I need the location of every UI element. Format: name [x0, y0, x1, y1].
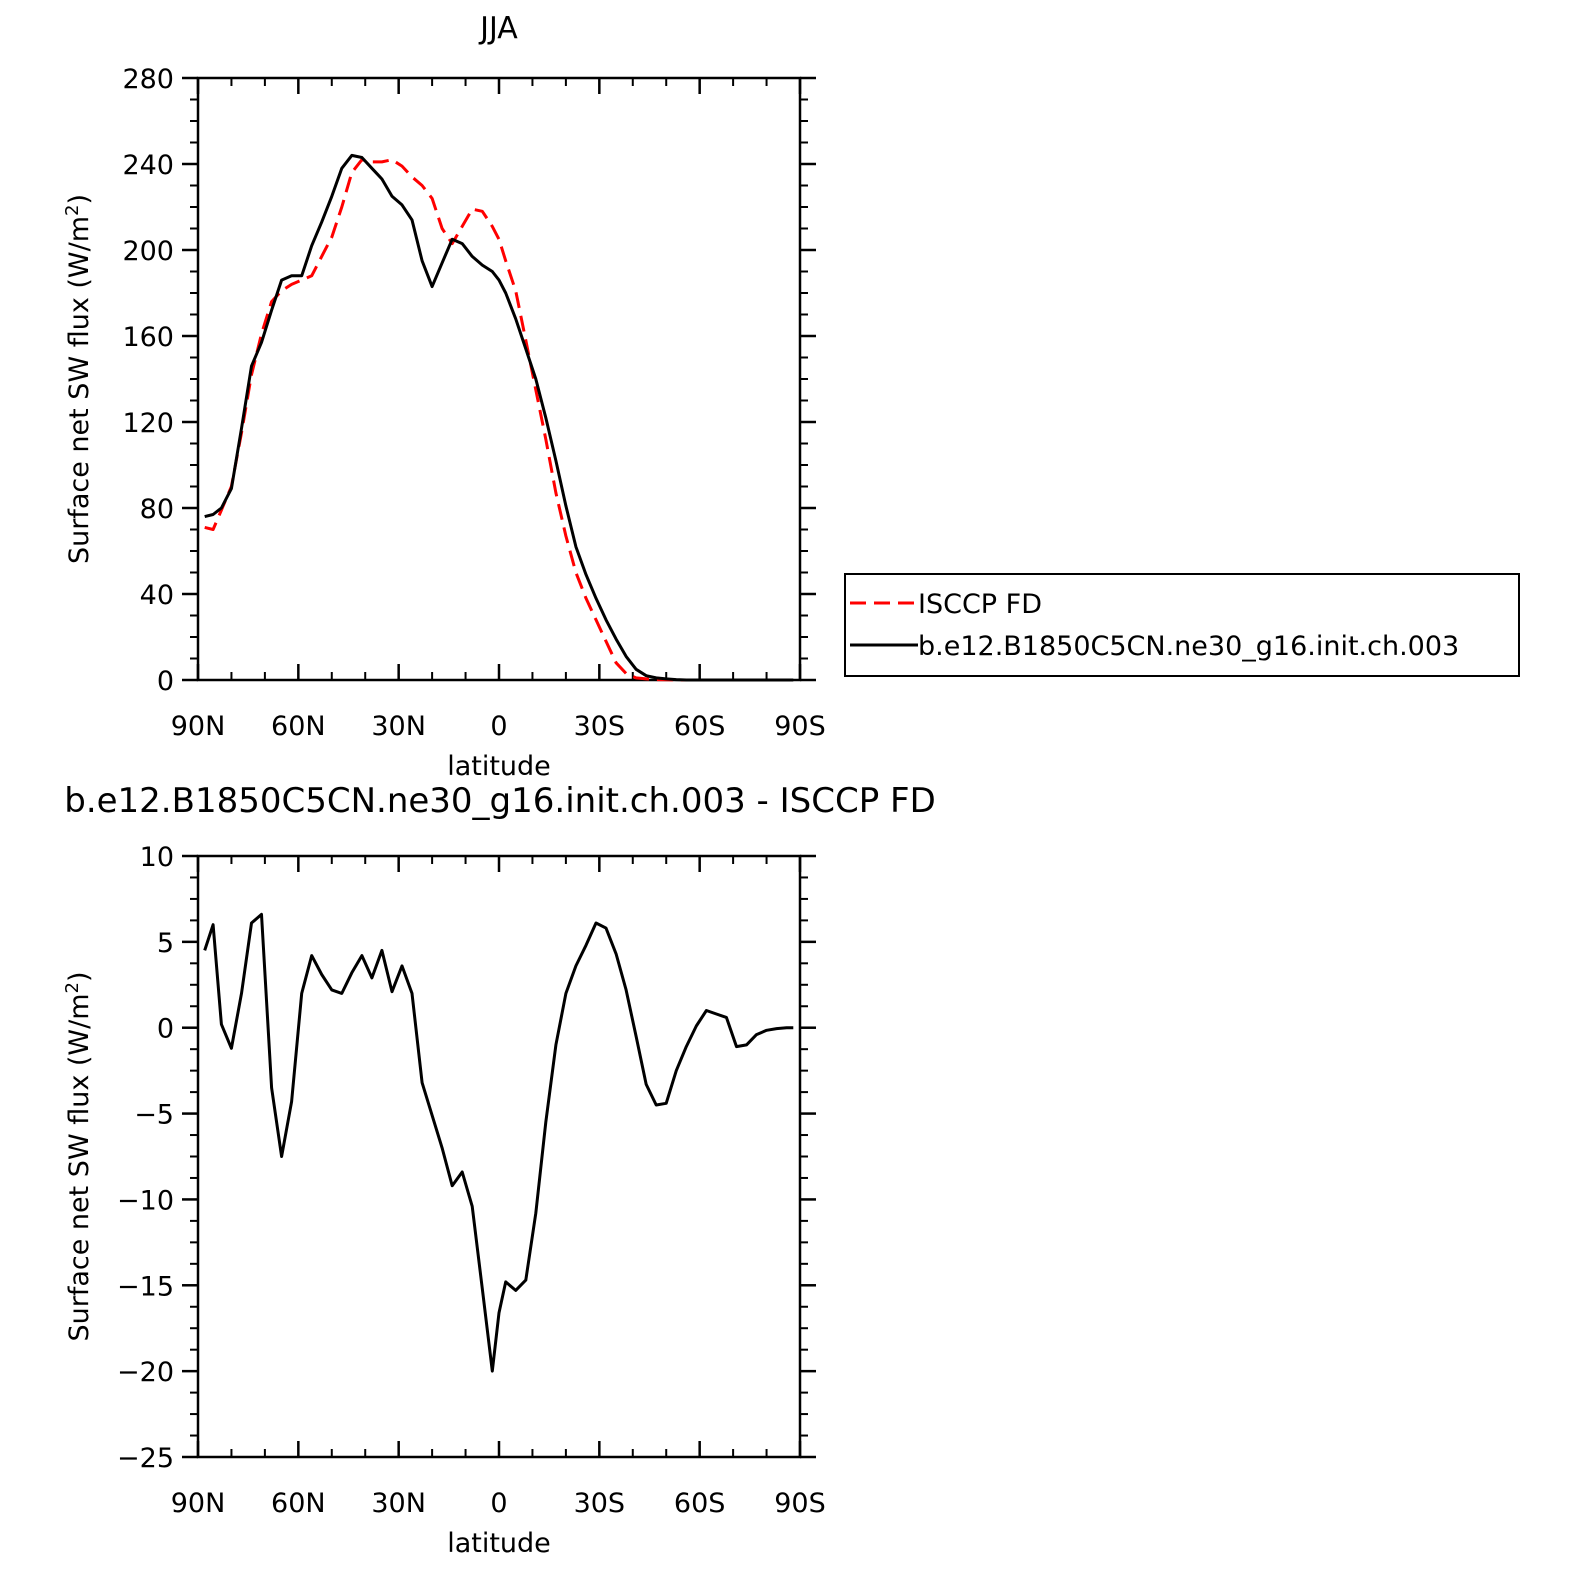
x-tick-label: 30N	[371, 711, 426, 742]
legend-label-1: b.e12.B1850C5CN.ne30_g16.init.ch.003	[918, 631, 1459, 662]
x-tick-label: 60N	[271, 711, 326, 742]
legend-label-0: ISCCP FD	[918, 589, 1042, 620]
plot-frame	[198, 78, 800, 680]
y-tick-label: −15	[117, 1271, 174, 1302]
x-tick-label: 30N	[371, 1488, 426, 1519]
x-tick-label: 30S	[574, 1488, 626, 1519]
y-tick-label: −5	[134, 1100, 174, 1131]
y-tick-label: 120	[122, 408, 174, 439]
x-tick-label: 30S	[574, 711, 626, 742]
bottom-panel: b.e12.B1850C5CN.ne30_g16.init.ch.003 - I…	[62, 781, 936, 1559]
y-axis-label: Surface net SW flux (W/m2)	[62, 194, 96, 564]
series-line-1	[205, 155, 794, 680]
x-tick-label: 0	[490, 711, 507, 742]
x-axis-label: latitude	[447, 1528, 551, 1559]
y-axis-label-tail: )	[64, 194, 95, 205]
series-points-0	[205, 914, 794, 1371]
chart-title: JJA	[478, 11, 518, 46]
y-axis-label-main: Surface net SW flux (W/m	[64, 216, 95, 564]
y-axis-label-main: Surface net SW flux (W/m	[64, 993, 95, 1341]
series-line-0	[205, 914, 794, 1371]
y-tick-label: −25	[117, 1443, 174, 1474]
y-tick-label: 0	[157, 1014, 174, 1045]
y-tick-label: 10	[140, 842, 174, 873]
series-line-0	[205, 160, 794, 680]
top-panel: JJA 0 40 80 120 160 200 240 280 90N 60N 30N 0 30S 60S 9…	[62, 11, 826, 782]
chart-title: b.e12.B1850C5CN.ne30_g16.init.ch.003 - I…	[64, 781, 936, 821]
legend: ISCCP FD b.e12.B1850C5CN.ne30_g16.init.ch…	[845, 574, 1519, 676]
y-tick-label: −10	[117, 1185, 174, 1216]
y-tick-label: 280	[122, 64, 174, 95]
y-tick-label: 40	[140, 580, 174, 611]
x-tick-label: 90N	[171, 711, 226, 742]
x-axis-label: latitude	[447, 751, 551, 782]
y-tick-label: −20	[117, 1357, 174, 1388]
x-tick-label: 60S	[674, 711, 726, 742]
y-tick-label: 240	[122, 150, 174, 181]
y-axis-label-sup: 2	[62, 982, 83, 993]
x-tick-label: 0	[490, 1488, 507, 1519]
y-tick-label: 80	[140, 494, 174, 525]
series-points-1	[205, 155, 794, 680]
y-axis-label-sup: 2	[62, 205, 83, 216]
x-tick-label: 90S	[774, 711, 826, 742]
plot-frame	[198, 856, 800, 1457]
x-tick-label: 60N	[271, 1488, 326, 1519]
y-tick-label: 160	[122, 322, 174, 353]
x-tick-label: 90N	[171, 1488, 226, 1519]
y-axis-label: Surface net SW flux (W/m2)	[62, 971, 96, 1341]
x-tick-label: 90S	[774, 1488, 826, 1519]
y-axis-label-tail: )	[64, 971, 95, 982]
y-tick-label: 0	[157, 666, 174, 697]
y-tick-label: 5	[157, 928, 174, 959]
x-tick-label: 60S	[674, 1488, 726, 1519]
y-tick-label: 200	[122, 236, 174, 267]
